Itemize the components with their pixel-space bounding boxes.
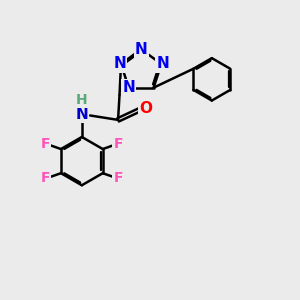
Text: F: F <box>41 172 50 185</box>
Text: N: N <box>156 56 169 71</box>
Text: F: F <box>113 172 123 185</box>
Text: H: H <box>76 93 88 107</box>
Text: N: N <box>76 106 88 122</box>
Text: F: F <box>41 137 50 151</box>
Text: O: O <box>140 100 152 116</box>
Text: N: N <box>113 56 126 71</box>
Text: N: N <box>122 80 135 95</box>
Text: N: N <box>135 42 148 57</box>
Text: F: F <box>113 137 123 151</box>
